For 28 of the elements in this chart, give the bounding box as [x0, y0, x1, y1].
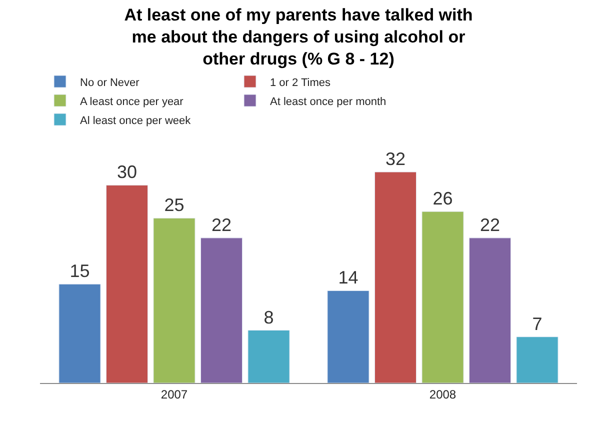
bar — [374, 172, 417, 383]
x-tick-label: 2007 — [160, 387, 188, 402]
legend-label: 1 or 2 Times — [270, 76, 332, 89]
bar — [153, 218, 196, 383]
data-label: 22 — [211, 214, 232, 235]
data-label: 32 — [385, 148, 406, 169]
data-label: 22 — [480, 214, 500, 235]
legend-label: A least once per year — [80, 96, 184, 108]
bar — [468, 238, 512, 383]
bar — [248, 330, 290, 383]
data-label: 14 — [338, 268, 358, 288]
data-label: 8 — [264, 307, 274, 328]
data-label: 26 — [432, 188, 453, 209]
chart-title: At least one of my parents have talked with me about the dangers of using alcohol or other drugs (% G 8 - 12) — [124, 5, 473, 69]
legend-label: No or Never — [80, 76, 140, 89]
data-label: 25 — [164, 195, 184, 216]
data-label: 15 — [70, 261, 90, 282]
bar — [200, 238, 243, 383]
data-label: 30 — [116, 162, 138, 182]
bar — [58, 284, 101, 383]
legend-label: Al least once per week — [80, 114, 192, 127]
bar — [516, 336, 558, 383]
x-tick-label: 2008 — [429, 387, 456, 402]
bar — [327, 290, 370, 383]
bar — [106, 184, 148, 383]
bar — [422, 211, 464, 383]
data-label: 7 — [532, 314, 542, 334]
legend-label: At least once per month — [270, 96, 386, 108]
